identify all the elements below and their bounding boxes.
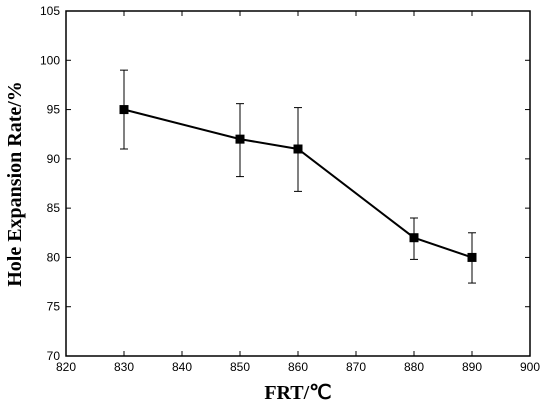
y-axis-title: Hole Expansion Rate/% <box>4 81 26 287</box>
y-tick-label-2: 80 <box>47 250 61 264</box>
y-tick-label-6: 100 <box>40 53 60 67</box>
data-point-4 <box>467 252 477 262</box>
x-tick-label-8: 900 <box>520 360 540 374</box>
x-tick-label-6: 880 <box>404 360 424 374</box>
data-point-1 <box>235 134 245 144</box>
y-tick-label-3: 85 <box>47 201 61 215</box>
data-point-2 <box>293 144 303 154</box>
data-point-0 <box>119 105 129 115</box>
y-tick-label-4: 90 <box>47 152 61 166</box>
x-tick-label-4: 860 <box>288 360 308 374</box>
x-tick-label-3: 850 <box>230 360 250 374</box>
x-axis-title: FRT/℃ <box>264 382 331 404</box>
x-tick-label-0: 820 <box>56 360 76 374</box>
x-tick-label-7: 890 <box>462 360 482 374</box>
y-tick-label-1: 75 <box>47 300 61 314</box>
y-tick-label-7: 105 <box>40 4 60 18</box>
axis-ticks: 820 830 840 850 860 870 880 890 900 70 75 80 85 90 95 1… <box>40 4 540 374</box>
x-tick-label-2: 840 <box>172 360 192 374</box>
data-point-3 <box>409 233 419 243</box>
x-tick-label-1: 830 <box>114 360 134 374</box>
y-tick-label-0: 70 <box>47 349 61 363</box>
x-tick-label-5: 870 <box>346 360 366 374</box>
y-tick-label-5: 95 <box>47 103 61 117</box>
series-group <box>119 69 477 284</box>
